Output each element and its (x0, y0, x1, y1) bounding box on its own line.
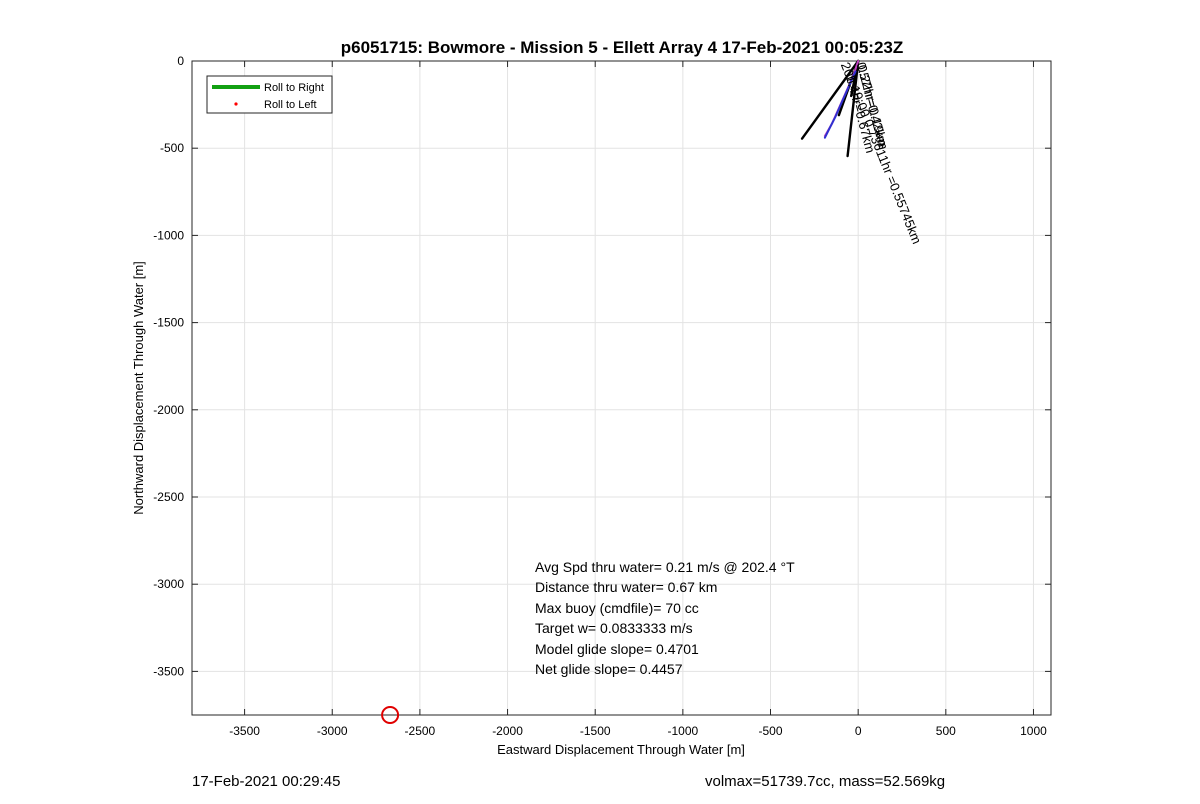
end-marker (381, 706, 400, 724)
stats-block: Avg Spd thru water= 0.21 m/s @ 202.4 °T … (535, 559, 795, 677)
legend-label-roll-right: Roll to Right (264, 82, 324, 94)
track-line-0 (800, 59, 860, 140)
plot-frame (191, 60, 1052, 716)
stat-distance: Distance thru water= 0.67 km (535, 579, 717, 595)
stat-model-glide: Model glide slope= 0.4701 (535, 641, 699, 657)
y-tick-label: -500 (160, 141, 184, 155)
grid (192, 60, 1051, 715)
x-tick-label: -500 (758, 724, 782, 738)
y-tick-label: -1000 (153, 228, 184, 242)
footer-timestamp: 17-Feb-2021 00:29:45 (192, 773, 341, 790)
x-tick-label: 500 (936, 724, 956, 738)
x-axis-label: Eastward Displacement Through Water [m] (497, 742, 745, 757)
track-line-5 (823, 70, 857, 139)
legend-swatch-roll-left (234, 102, 238, 106)
axis-ticks: -3500 -3000 -2500 -2000 -1500 -1000 -500 0 500 10… (153, 54, 1051, 738)
footer-summary: volmax=51739.7cc, mass=52.569kg (705, 773, 946, 790)
legend: Roll to Right Roll to Left (206, 75, 333, 114)
x-tick-label: -3000 (317, 724, 348, 738)
stat-target-w: Target w= 0.0833333 m/s (535, 620, 693, 636)
legend-label-roll-left: Roll to Left (264, 99, 317, 111)
stat-avg-speed: Avg Spd thru water= 0.21 m/s @ 202.4 °T (535, 559, 795, 575)
markers (381, 706, 400, 724)
y-tick-label: 0 (177, 54, 184, 68)
y-axis-label: Northward Displacement Through Water [m] (131, 261, 146, 515)
y-tick-label: -3000 (153, 577, 184, 591)
x-tick-label: -1000 (668, 724, 699, 738)
y-tick-label: -2500 (153, 490, 184, 504)
x-tick-label: -2500 (405, 724, 436, 738)
y-tick-label: -2000 (153, 403, 184, 417)
x-tick-label: -2000 (492, 724, 523, 738)
track-line-1 (846, 59, 860, 158)
track-annotation-3: 20h:19:00 0.73611hr =0.55745km (838, 60, 925, 246)
legend-box (206, 75, 333, 114)
x-tick-label: -1500 (580, 724, 611, 738)
series (800, 59, 860, 158)
y-tick-label: -1500 (153, 316, 184, 330)
stat-max-buoy: Max buoy (cmdfile)= 70 cc (535, 600, 699, 616)
y-tick-label: -3500 (153, 664, 184, 678)
x-tick-label: -3500 (229, 724, 260, 738)
x-tick-label: 1000 (1020, 724, 1047, 738)
stat-net-glide: Net glide slope= 0.4457 (535, 661, 683, 677)
track-annotations: 0.57hr=0.42km0.22hr=0.19km1.4hr=0.67km20… (838, 60, 925, 246)
chart-title: p6051715: Bowmore - Mission 5 - Ellett A… (341, 38, 904, 57)
x-tick-label: 0 (855, 724, 862, 738)
